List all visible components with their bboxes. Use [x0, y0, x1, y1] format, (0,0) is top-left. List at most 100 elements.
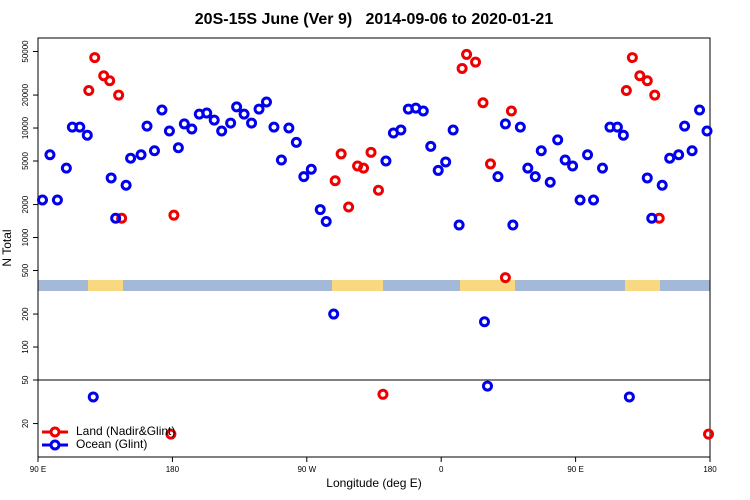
point [499, 118, 511, 130]
point [641, 75, 653, 87]
y-tick-label: 10000 [21, 116, 30, 139]
point [679, 120, 691, 132]
point [231, 101, 243, 113]
point [314, 204, 326, 216]
point [499, 272, 511, 284]
point [320, 216, 332, 228]
point [268, 121, 280, 133]
point [380, 155, 392, 167]
point [83, 85, 95, 97]
y-tick-label: 1000 [21, 228, 30, 246]
point [44, 149, 56, 161]
point [172, 142, 184, 154]
point [453, 219, 465, 231]
point [522, 162, 534, 174]
y-tick-label: 5000 [21, 152, 30, 170]
point [395, 124, 407, 136]
point [298, 171, 310, 183]
point [216, 125, 228, 137]
legend-marker [49, 426, 61, 438]
point [283, 122, 295, 134]
x-tick-label: 180 [703, 465, 717, 474]
point [447, 124, 459, 136]
point [574, 194, 586, 206]
x-tick-label: 180 [166, 465, 180, 474]
x-tick-label: 90 W [297, 465, 316, 474]
point [620, 85, 632, 97]
point [141, 120, 153, 132]
point [377, 388, 389, 400]
point [165, 428, 177, 440]
point [701, 125, 713, 137]
point [623, 391, 635, 403]
point [120, 179, 132, 191]
point [425, 140, 437, 152]
point [329, 175, 341, 187]
point [275, 154, 287, 166]
point [253, 103, 265, 115]
point [484, 158, 496, 170]
point [686, 145, 698, 157]
point [535, 145, 547, 157]
point [343, 201, 355, 213]
point [626, 52, 638, 64]
point [440, 156, 452, 168]
point [113, 89, 125, 101]
point [567, 160, 579, 172]
chart-title: 20S-15S June (Ver 9) 2014-09-06 to 2020-… [195, 11, 554, 28]
y-tick-label: 100 [21, 340, 30, 354]
y-tick-label: 20000 [21, 83, 30, 106]
point [611, 121, 623, 133]
point [290, 136, 302, 148]
plot-frame [37, 37, 711, 458]
point [328, 308, 340, 320]
point [74, 121, 86, 133]
point [507, 219, 519, 231]
point [641, 172, 653, 184]
point [125, 152, 137, 164]
point [477, 97, 489, 109]
point [51, 194, 63, 206]
point [649, 89, 661, 101]
point [201, 107, 213, 119]
point [432, 164, 444, 176]
point [260, 96, 272, 108]
point [470, 56, 482, 68]
y-tick-label: 50000 [21, 40, 30, 63]
point [646, 212, 658, 224]
point [703, 428, 715, 440]
y-tick-label: 2000 [21, 195, 30, 213]
point [596, 162, 608, 174]
point [104, 75, 116, 87]
point [673, 149, 685, 161]
point [694, 104, 706, 116]
legend-label: Land (Nadir&Glint) [76, 424, 175, 438]
point [135, 149, 147, 161]
point [461, 48, 473, 60]
point [238, 108, 250, 120]
point [335, 148, 347, 160]
point [156, 104, 168, 116]
point [168, 209, 180, 221]
y-axis-label: N Total [0, 229, 14, 266]
point [36, 194, 48, 206]
point [186, 123, 198, 135]
point [544, 176, 556, 188]
x-axis-label: Longitude (deg E) [326, 476, 421, 490]
point [417, 105, 429, 117]
point [492, 171, 504, 183]
point [246, 117, 258, 129]
point [559, 154, 571, 166]
point [87, 391, 99, 403]
y-tick-label: 500 [21, 263, 30, 277]
point [60, 162, 72, 174]
point [456, 62, 468, 74]
point [588, 194, 600, 206]
surface-strip [38, 280, 710, 291]
point [358, 162, 370, 174]
x-tick-label: 90 E [30, 465, 46, 474]
point [148, 145, 160, 157]
y-tick-label: 200 [21, 307, 30, 321]
point [365, 146, 377, 158]
